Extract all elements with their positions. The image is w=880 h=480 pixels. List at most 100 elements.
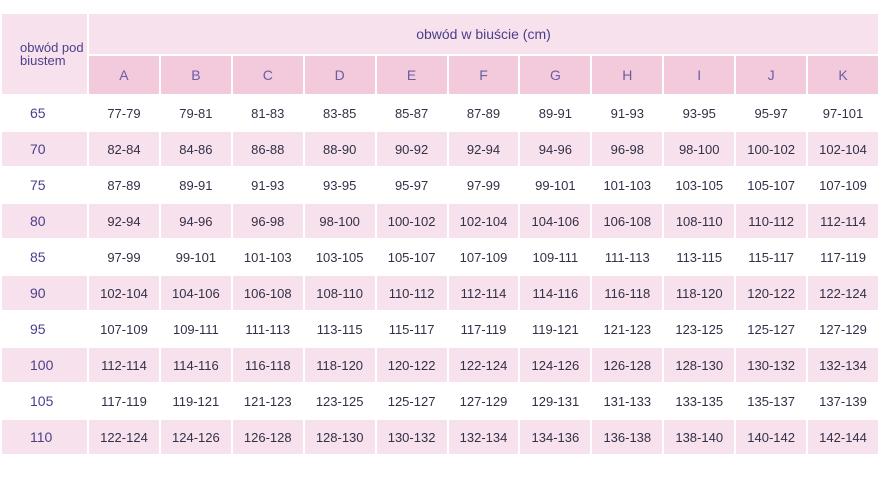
size-cell: 105-107 <box>376 240 447 274</box>
size-cell: 100-102 <box>736 132 807 166</box>
cup-size-f-header: F <box>448 56 519 94</box>
table-row: 95 107-109 109-111 111-113 113-115 115-117 117… <box>2 312 878 346</box>
size-cell: 120-122 <box>736 276 807 310</box>
size-cell: 137-139 <box>808 384 878 418</box>
cup-size-h-header: H <box>592 56 663 94</box>
size-cell: 102-104 <box>448 204 519 238</box>
underbust-label: 75 <box>2 168 87 202</box>
cup-size-a-header: A <box>89 56 159 94</box>
size-cell: 128-130 <box>304 420 375 454</box>
table-row: 90 102-104 104-106 106-108 108-110 110-112 112… <box>2 276 878 310</box>
size-cell: 79-81 <box>160 96 231 130</box>
size-cell: 83-85 <box>304 96 375 130</box>
underbust-label: 110 <box>2 420 87 454</box>
size-cell: 126-128 <box>232 420 303 454</box>
size-cell: 117-119 <box>808 240 878 274</box>
size-cell: 132-134 <box>808 348 878 382</box>
size-cell: 121-123 <box>232 384 303 418</box>
size-cell: 93-95 <box>304 168 375 202</box>
size-cell: 92-94 <box>89 204 159 238</box>
size-cell: 112-114 <box>448 276 519 310</box>
size-cell: 111-113 <box>592 240 663 274</box>
size-cell: 119-121 <box>520 312 591 346</box>
size-cell: 136-138 <box>592 420 663 454</box>
cup-size-i-header: I <box>664 56 735 94</box>
size-cell: 132-134 <box>448 420 519 454</box>
size-cell: 95-97 <box>376 168 447 202</box>
size-cell: 105-107 <box>736 168 807 202</box>
table-row: 75 87-89 89-91 91-93 93-95 95-97 97-99 99-101 10… <box>2 168 878 202</box>
size-cell: 101-103 <box>232 240 303 274</box>
size-cell: 123-125 <box>664 312 735 346</box>
size-cell: 96-98 <box>232 204 303 238</box>
size-cell: 125-127 <box>736 312 807 346</box>
size-cell: 110-112 <box>376 276 447 310</box>
size-cell: 107-109 <box>448 240 519 274</box>
size-cell: 135-137 <box>736 384 807 418</box>
size-cell: 87-89 <box>89 168 159 202</box>
size-cell: 131-133 <box>592 384 663 418</box>
size-cell: 88-90 <box>304 132 375 166</box>
underbust-label: 105 <box>2 384 87 418</box>
size-cell: 133-135 <box>664 384 735 418</box>
bust-circumference-header: obwód w biuście (cm) <box>89 14 878 54</box>
size-cell: 134-136 <box>520 420 591 454</box>
size-cell: 104-106 <box>520 204 591 238</box>
size-cell: 91-93 <box>592 96 663 130</box>
underbust-label: 100 <box>2 348 87 382</box>
table-row: 110 122-124 124-126 126-128 128-130 130-132 13… <box>2 420 878 454</box>
size-cell: 117-119 <box>89 384 159 418</box>
size-cell: 120-122 <box>376 348 447 382</box>
size-cell: 104-106 <box>160 276 231 310</box>
cup-size-c-header: C <box>232 56 303 94</box>
size-cell: 124-126 <box>160 420 231 454</box>
size-cell: 97-101 <box>808 96 878 130</box>
size-cell: 107-109 <box>89 312 159 346</box>
table-row: 100 112-114 114-116 116-118 118-120 120-122 12… <box>2 348 878 382</box>
size-cell: 101-103 <box>592 168 663 202</box>
size-cell: 98-100 <box>664 132 735 166</box>
size-cell: 94-96 <box>520 132 591 166</box>
size-cell: 122-124 <box>89 420 159 454</box>
size-cell: 113-115 <box>664 240 735 274</box>
size-cell: 112-114 <box>89 348 159 382</box>
size-cell: 138-140 <box>664 420 735 454</box>
underbust-label: 95 <box>2 312 87 346</box>
size-cell: 102-104 <box>808 132 878 166</box>
cup-size-j-header: J <box>736 56 807 94</box>
size-cell: 130-132 <box>736 348 807 382</box>
size-cell: 122-124 <box>448 348 519 382</box>
size-cell: 96-98 <box>592 132 663 166</box>
size-cell: 84-86 <box>160 132 231 166</box>
underbust-label: 65 <box>2 96 87 130</box>
size-cell: 117-119 <box>448 312 519 346</box>
size-cell: 87-89 <box>448 96 519 130</box>
size-cell: 82-84 <box>89 132 159 166</box>
size-cell: 116-118 <box>592 276 663 310</box>
size-cell: 115-117 <box>376 312 447 346</box>
size-cell: 108-110 <box>304 276 375 310</box>
size-cell: 97-99 <box>448 168 519 202</box>
size-cell: 125-127 <box>376 384 447 418</box>
table-row: 105 117-119 119-121 121-123 123-125 125-127 12… <box>2 384 878 418</box>
size-cell: 129-131 <box>520 384 591 418</box>
table-row: 80 92-94 94-96 96-98 98-100 100-102 102-104 104… <box>2 204 878 238</box>
size-cell: 109-111 <box>160 312 231 346</box>
size-cell: 123-125 <box>304 384 375 418</box>
cup-size-b-header: B <box>160 56 231 94</box>
size-cell: 118-120 <box>664 276 735 310</box>
size-cell: 112-114 <box>808 204 878 238</box>
size-cell: 93-95 <box>664 96 735 130</box>
table-row: 65 77-79 79-81 81-83 83-85 85-87 87-89 89-91 91-… <box>2 96 878 130</box>
size-cell: 114-116 <box>160 348 231 382</box>
size-table-body: 65 77-79 79-81 81-83 83-85 85-87 87-89 89-91 91-… <box>2 96 878 454</box>
underbust-label: 90 <box>2 276 87 310</box>
size-cell: 111-113 <box>232 312 303 346</box>
underbust-label: 85 <box>2 240 87 274</box>
size-cell: 100-102 <box>376 204 447 238</box>
size-cell: 127-129 <box>448 384 519 418</box>
cup-size-e-header: E <box>376 56 447 94</box>
size-cell: 118-120 <box>304 348 375 382</box>
size-cell: 122-124 <box>808 276 878 310</box>
